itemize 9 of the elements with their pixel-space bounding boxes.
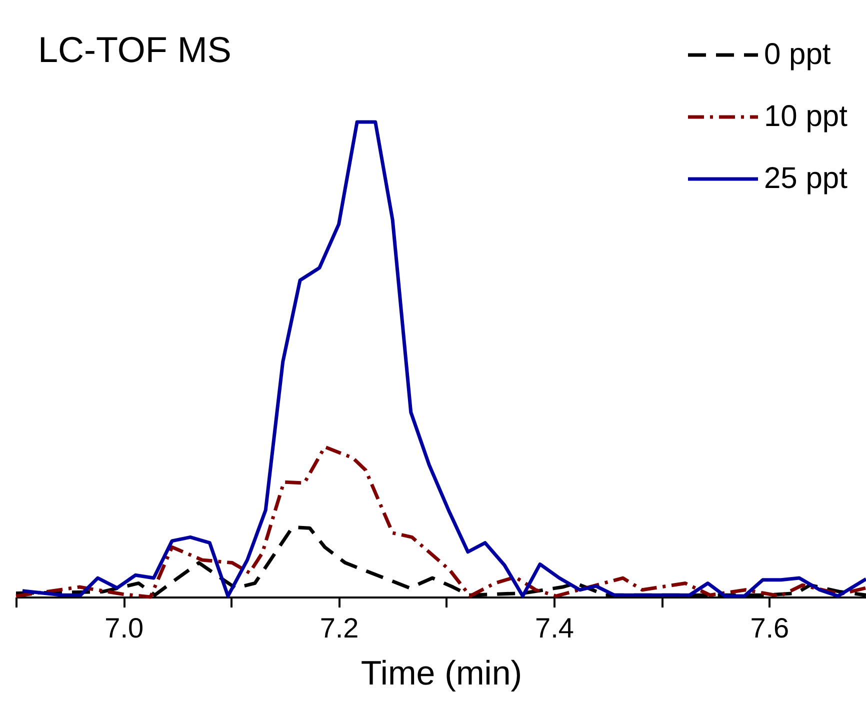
legend-label: 25 ppt [764,162,848,195]
x-tick-label: 7.0 [104,612,144,644]
x-axis-title: Time (min) [360,654,522,692]
legend-label: 0 ppt [764,38,832,71]
chart-title: LC-TOF MS [38,29,232,70]
x-tick-label: 7.2 [320,612,359,644]
x-tick-label: 7.4 [535,612,574,644]
x-tick-label: 7.6 [750,612,790,644]
legend-label: 10 ppt [764,100,848,133]
